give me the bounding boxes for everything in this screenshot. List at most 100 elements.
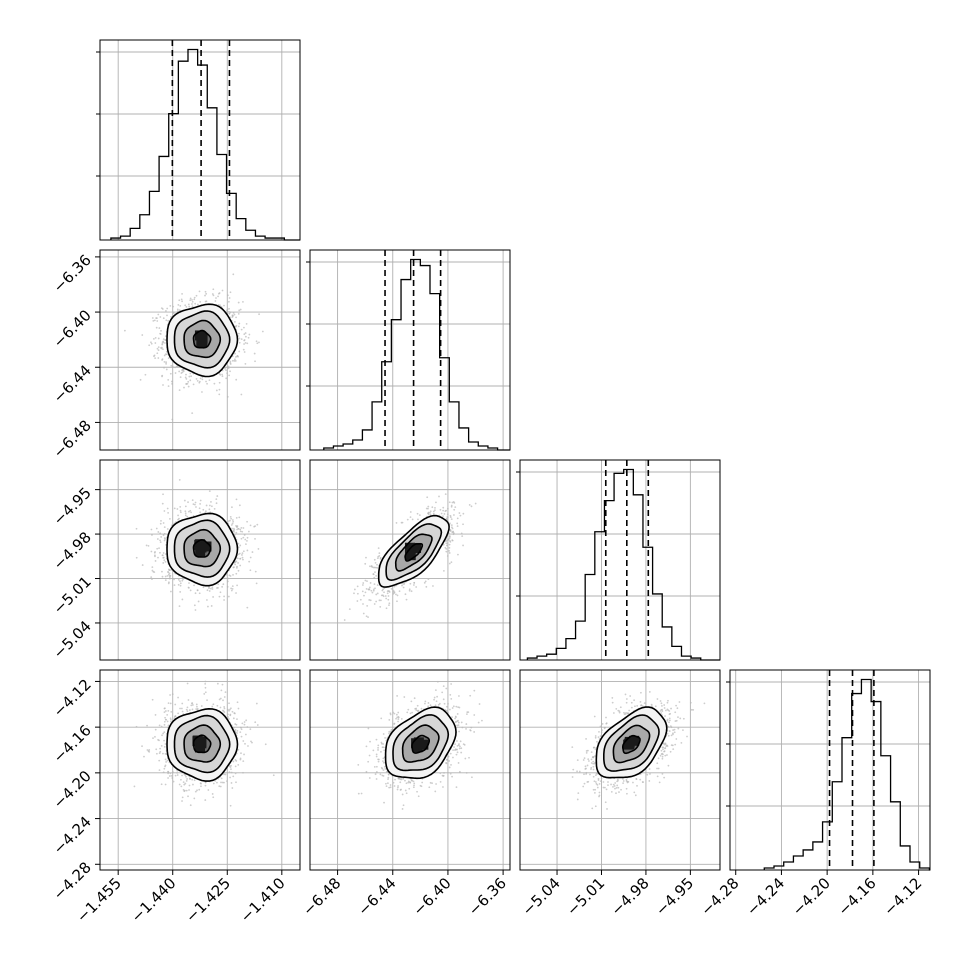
sample-point [198, 290, 201, 293]
sample-point [383, 591, 385, 594]
sample-point [179, 304, 182, 307]
sample-point [243, 326, 245, 329]
sample-point [432, 512, 435, 515]
sample-point [193, 604, 196, 607]
sample-point [582, 759, 585, 761]
density-peak-cell [196, 736, 207, 747]
sample-point [162, 752, 164, 755]
sample-point [618, 791, 620, 793]
sample-point [385, 607, 388, 610]
sample-point [677, 727, 680, 730]
sample-point [578, 770, 581, 773]
contour-line [401, 724, 440, 763]
sample-point [663, 776, 666, 779]
sample-point [403, 582, 406, 585]
sample-point [189, 297, 192, 300]
density-peak-cell [413, 738, 424, 749]
sample-point [379, 605, 382, 608]
sample-point [233, 712, 236, 715]
sample-point [191, 704, 194, 706]
sample-point [169, 772, 172, 775]
sample-point [188, 582, 190, 584]
sample-point [450, 683, 453, 685]
sample-point [181, 579, 184, 582]
sample-point [585, 738, 587, 740]
sample-point [453, 508, 456, 511]
sample-point [185, 378, 188, 380]
sample-point [185, 789, 188, 792]
sample-point [157, 346, 160, 349]
sample-point [162, 348, 164, 351]
sample-point [382, 746, 385, 749]
sample-point [457, 553, 459, 556]
sample-point [396, 788, 399, 791]
sample-point [189, 804, 192, 807]
sample-point [167, 724, 170, 727]
sample-point [636, 784, 638, 787]
sample-point [627, 712, 630, 715]
sample-point [387, 778, 389, 780]
sample-point [607, 784, 609, 787]
sample-point [159, 316, 162, 318]
sample-point [230, 782, 233, 784]
sample-point [215, 389, 218, 392]
sample-point [376, 566, 379, 569]
sample-point [642, 781, 644, 784]
sample-point [604, 726, 606, 729]
sample-point [186, 682, 189, 685]
sample-point [231, 316, 234, 318]
sample-point [380, 742, 383, 745]
sample-point [377, 760, 380, 763]
sample-point [180, 778, 182, 781]
sample-point [395, 717, 397, 720]
sample-point [432, 585, 434, 587]
sample-point [170, 380, 173, 383]
sample-point [170, 315, 173, 318]
sample-point [182, 369, 185, 372]
sample-point [605, 788, 608, 791]
sample-point [389, 786, 392, 789]
sample-point [172, 780, 175, 783]
sample-point [147, 544, 150, 547]
sample-point [465, 771, 468, 774]
sample-point [448, 708, 451, 711]
sample-point [374, 571, 376, 574]
sample-point [184, 510, 187, 513]
sample-point [445, 705, 448, 708]
sample-point [392, 711, 395, 714]
sample-point [668, 710, 671, 712]
sample-point [225, 369, 227, 372]
sample-point [185, 383, 188, 385]
sample-point [390, 587, 393, 590]
sample-point [169, 590, 172, 593]
sample-point [675, 719, 678, 722]
sample-point [230, 589, 233, 592]
sample-point [630, 701, 633, 704]
sample-point [242, 558, 244, 561]
sample-point [246, 536, 249, 539]
histogram-0 [110, 48, 300, 241]
sample-point [226, 372, 228, 375]
sample-point [625, 780, 628, 783]
x-tick-label: −4.20 [789, 874, 834, 919]
sample-point [240, 752, 242, 755]
sample-point [246, 520, 248, 523]
sample-point [456, 713, 459, 715]
sample-point [193, 296, 196, 299]
sample-point [236, 718, 238, 721]
sample-point [457, 762, 460, 764]
sample-point [199, 782, 202, 785]
sample-point [249, 556, 252, 559]
sample-point [405, 782, 408, 785]
sample-point [666, 708, 669, 711]
sample-point [445, 509, 448, 512]
sample-point [247, 336, 250, 339]
sample-point [264, 743, 267, 746]
sample-point [167, 378, 170, 381]
sample-point [448, 552, 451, 554]
sample-point [648, 691, 651, 693]
sample-point [141, 564, 144, 566]
sample-point [442, 775, 445, 777]
sample-point [387, 595, 390, 597]
sample-point [155, 748, 158, 751]
